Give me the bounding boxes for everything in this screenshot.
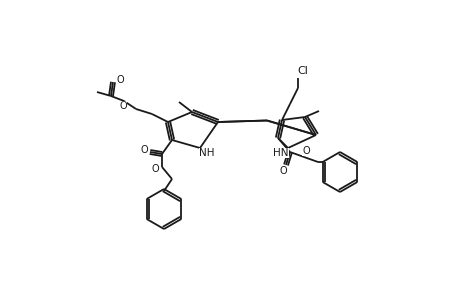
Text: O: O xyxy=(119,101,127,111)
Text: O: O xyxy=(302,146,309,156)
Text: O: O xyxy=(279,166,286,176)
Text: O: O xyxy=(140,145,147,155)
Text: Cl: Cl xyxy=(297,66,308,76)
Text: O: O xyxy=(151,164,158,174)
Text: HN: HN xyxy=(273,148,288,158)
Text: NH: NH xyxy=(199,148,214,158)
Text: O: O xyxy=(116,75,123,85)
